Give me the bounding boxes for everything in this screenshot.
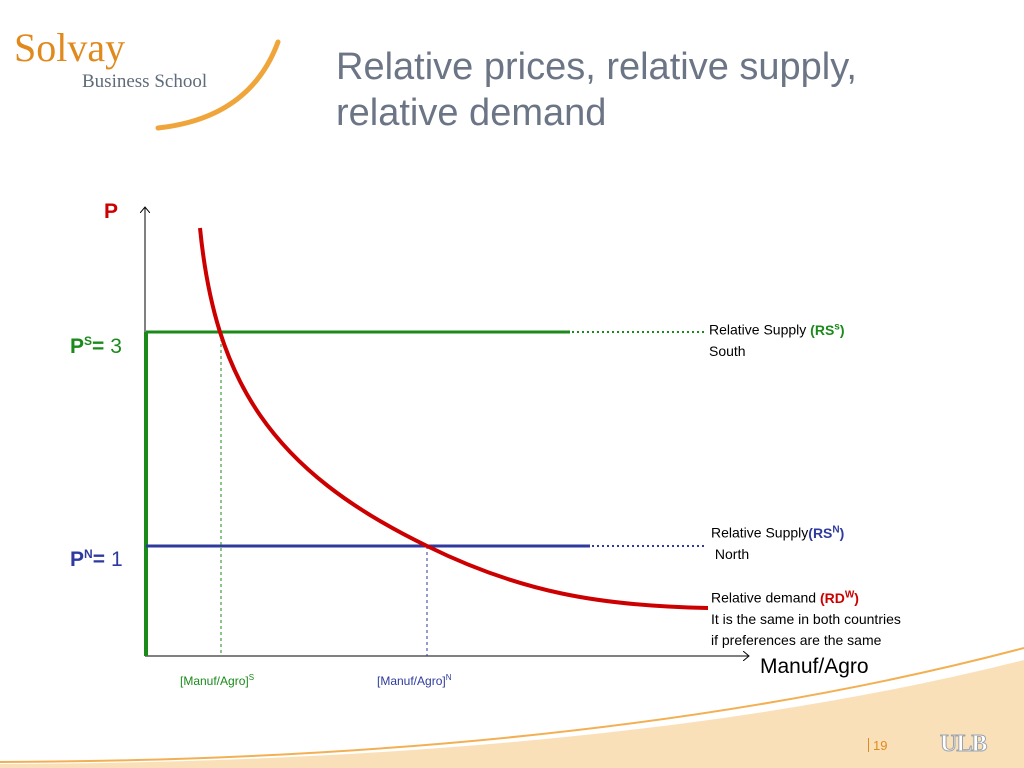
- logo-solvay-text: Solvay: [14, 25, 126, 70]
- ulb-logo: ULB: [939, 731, 987, 758]
- slide-title-line1: Relative prices, relative supply,: [336, 46, 857, 88]
- solvay-logo: Solvay Business School: [0, 0, 300, 150]
- y-axis-label: P: [104, 200, 118, 223]
- relative-demand-curve: [198, 227, 709, 610]
- slide-title: Relative prices, relative supply, relati…: [336, 44, 976, 136]
- x-tick-north: [Manuf/Agro]N: [377, 673, 452, 688]
- slide-title-line2: relative demand: [336, 92, 607, 134]
- rs-south-annotation: Relative Supply (RSs) South: [709, 321, 845, 359]
- page-number: 19: [868, 738, 887, 753]
- price-south-label: PS= 3: [70, 334, 122, 358]
- rd-annotation: Relative demand (RDW) It is the same in …: [711, 589, 901, 648]
- footer-orange-band: [0, 660, 1024, 768]
- x-axis-label: Manuf/Agro: [760, 655, 869, 678]
- logo-business-school-text: Business School: [82, 71, 208, 92]
- footer-orange-arc: [0, 647, 1024, 763]
- x-tick-south: [Manuf/Agro]S: [180, 673, 254, 688]
- logo-swoosh: [155, 39, 281, 131]
- rs-north-annotation: Relative Supply(RSN) North: [711, 524, 845, 562]
- price-north-label: PN= 1: [70, 547, 123, 571]
